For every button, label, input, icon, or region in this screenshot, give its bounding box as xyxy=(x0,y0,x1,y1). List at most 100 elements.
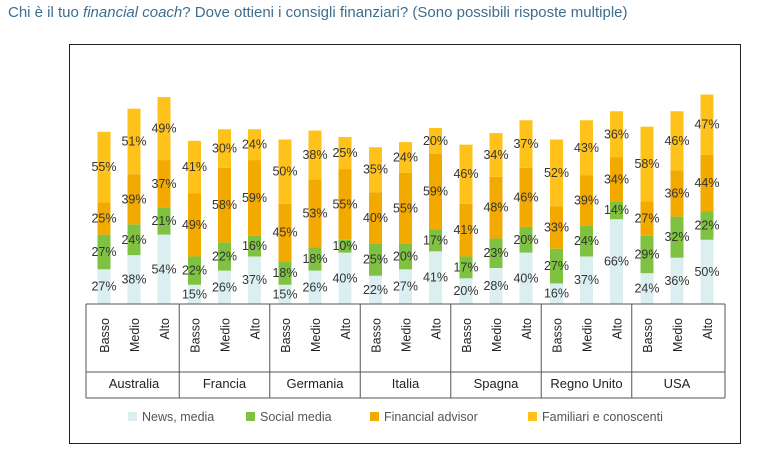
category-label: Medio xyxy=(671,318,685,352)
data-label: 14% xyxy=(604,203,629,217)
bar-segment-social-media xyxy=(640,235,654,274)
data-label: 37% xyxy=(242,273,267,287)
data-label: 46% xyxy=(513,190,538,204)
data-label: 27% xyxy=(91,245,116,259)
data-label: 22% xyxy=(182,264,207,278)
bar-segment-social-media xyxy=(580,225,593,257)
category-label: Alto xyxy=(249,318,263,340)
bar-segment-social-media xyxy=(278,261,292,285)
bar-segment-familiari-e-conoscenti xyxy=(429,127,442,154)
group-label: Australia xyxy=(109,376,160,391)
category-label: Basso xyxy=(641,318,655,353)
data-label: 28% xyxy=(483,279,508,293)
bar-segment-social-media xyxy=(550,248,563,284)
bar-segment-familiari-e-conoscenti xyxy=(489,133,503,177)
data-label: 40% xyxy=(513,271,538,285)
category-label: Basso xyxy=(98,318,112,353)
bar-segment-social-media xyxy=(459,256,473,279)
category-label: Alto xyxy=(701,318,715,340)
data-label: 37% xyxy=(574,273,599,287)
bar-segment-social-media xyxy=(489,238,503,269)
category-label: Basso xyxy=(279,318,293,353)
data-label: 20% xyxy=(423,134,448,148)
bar-segment-familiari-e-conoscenti xyxy=(700,94,714,155)
bar-segment-social-media xyxy=(188,256,201,285)
data-label: 22% xyxy=(694,219,719,233)
bar-segment-financial-advisor xyxy=(218,167,231,243)
bar-segment-news-media xyxy=(399,269,412,304)
bar-segment-familiari-e-conoscenti xyxy=(459,144,473,204)
data-label: 26% xyxy=(212,280,237,294)
data-label: 25% xyxy=(91,212,116,226)
bar-segment-financial-advisor xyxy=(278,203,292,262)
category-label: Medio xyxy=(581,318,595,352)
data-label: 36% xyxy=(604,127,629,141)
data-label: 24% xyxy=(242,138,267,152)
bar-segment-news-media xyxy=(700,239,714,304)
data-label: 25% xyxy=(332,146,357,160)
chart-title: Chi è il tuo financial coach? Dove ottie… xyxy=(8,4,628,21)
category-label: Medio xyxy=(219,318,233,352)
bar-segment-financial-advisor xyxy=(580,175,593,226)
data-label: 58% xyxy=(634,157,659,171)
data-label: 21% xyxy=(151,214,176,228)
bar-segment-news-media xyxy=(580,256,593,304)
bar-segment-news-media xyxy=(157,234,171,304)
bar-segment-social-media xyxy=(308,247,322,271)
data-label: 36% xyxy=(664,274,689,288)
bar-segment-financial-advisor xyxy=(308,179,322,248)
group-label: USA xyxy=(664,376,691,391)
data-label: 39% xyxy=(574,194,599,208)
bar-segment-social-media xyxy=(519,226,533,253)
group-label: Francia xyxy=(203,376,247,391)
data-label: 34% xyxy=(604,172,629,186)
category-label: Medio xyxy=(490,318,504,352)
category-label: Basso xyxy=(189,318,203,353)
data-label: 52% xyxy=(544,166,569,180)
data-label: 39% xyxy=(121,192,146,206)
data-label: 37% xyxy=(513,137,538,151)
bar-segment-news-media xyxy=(489,268,503,304)
bar-segment-social-media xyxy=(248,235,261,257)
bar-segment-familiari-e-conoscenti xyxy=(308,130,322,180)
data-label: 24% xyxy=(574,234,599,248)
data-label: 59% xyxy=(242,191,267,205)
data-label: 59% xyxy=(423,185,448,199)
bar-segment-news-media xyxy=(308,270,322,304)
legend-label: Social media xyxy=(260,410,332,424)
bar-segment-financial-advisor xyxy=(188,193,201,257)
legend-label: Financial advisor xyxy=(384,410,478,424)
category-label: Alto xyxy=(611,318,625,340)
chart-frame xyxy=(69,44,741,444)
data-label: 15% xyxy=(272,287,297,301)
data-label: 25% xyxy=(363,253,388,267)
bar-segment-social-media xyxy=(670,216,684,258)
data-label: 26% xyxy=(302,280,327,294)
data-label: 15% xyxy=(182,287,207,301)
data-label: 49% xyxy=(151,122,176,136)
data-label: 48% xyxy=(483,201,508,215)
category-label: Basso xyxy=(370,318,384,353)
bar-segment-financial-advisor xyxy=(459,203,473,257)
bar-segment-social-media xyxy=(610,201,623,220)
bar-segment-financial-advisor xyxy=(399,172,412,244)
data-label: 16% xyxy=(544,287,569,301)
bar-segment-news-media xyxy=(338,252,352,304)
data-label: 16% xyxy=(242,239,267,253)
bar-segment-familiari-e-conoscenti xyxy=(670,111,684,171)
bar-segment-social-media xyxy=(429,229,442,252)
bar-segment-familiari-e-conoscenti xyxy=(640,126,654,202)
bar-segment-familiari-e-conoscenti xyxy=(157,97,171,161)
data-label: 37% xyxy=(151,177,176,191)
legend-swatch xyxy=(370,412,379,421)
bar-segment-news-media xyxy=(670,257,684,304)
data-label: 23% xyxy=(483,246,508,260)
category-label: Alto xyxy=(339,318,353,340)
data-label: 58% xyxy=(212,198,237,212)
group-label: Germania xyxy=(286,376,344,391)
category-label: Basso xyxy=(460,318,474,353)
data-label: 32% xyxy=(664,230,689,244)
legend-swatch xyxy=(128,412,137,421)
data-label: 50% xyxy=(694,265,719,279)
bar-segment-familiari-e-conoscenti xyxy=(399,142,412,173)
